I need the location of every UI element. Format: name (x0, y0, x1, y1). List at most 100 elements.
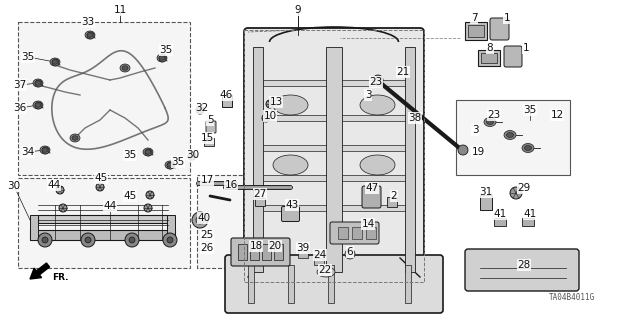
Text: 13: 13 (269, 97, 283, 107)
Text: 43: 43 (285, 200, 299, 210)
Text: 16: 16 (225, 180, 237, 190)
Bar (478, 50, 500, 66)
Circle shape (85, 237, 91, 243)
Bar (405, 265, 411, 303)
Circle shape (96, 183, 104, 191)
Text: 24: 24 (314, 250, 326, 260)
Text: 44: 44 (104, 201, 116, 211)
Bar (274, 244, 283, 260)
Ellipse shape (145, 150, 151, 154)
Circle shape (188, 152, 196, 160)
Bar (30, 215, 38, 240)
Ellipse shape (50, 58, 60, 66)
Bar (328, 265, 334, 303)
Bar (253, 47, 263, 272)
FancyBboxPatch shape (231, 238, 290, 266)
Circle shape (192, 212, 208, 228)
Ellipse shape (159, 56, 165, 60)
Text: 20: 20 (268, 241, 282, 251)
Bar (256, 205, 412, 211)
Text: 17: 17 (200, 175, 214, 185)
Bar (262, 244, 271, 260)
Text: 25: 25 (200, 230, 214, 240)
FancyBboxPatch shape (465, 249, 579, 291)
Bar (204, 138, 214, 146)
Ellipse shape (317, 267, 335, 277)
Bar (38, 215, 168, 223)
Ellipse shape (33, 79, 43, 87)
Circle shape (196, 106, 204, 114)
Text: 28: 28 (517, 260, 531, 270)
Ellipse shape (522, 143, 534, 153)
Text: 11: 11 (113, 5, 127, 15)
Circle shape (345, 249, 355, 259)
Text: 23: 23 (488, 110, 500, 120)
Text: 23: 23 (369, 77, 383, 87)
Text: 35: 35 (124, 150, 136, 160)
Ellipse shape (85, 31, 95, 39)
Text: 3: 3 (365, 90, 371, 100)
Text: FR.: FR. (52, 274, 68, 283)
Text: 3: 3 (472, 125, 478, 135)
Bar (256, 145, 412, 151)
Text: 27: 27 (253, 189, 267, 199)
Ellipse shape (122, 66, 128, 70)
Text: 38: 38 (408, 113, 422, 123)
Ellipse shape (484, 117, 496, 126)
Text: 35: 35 (21, 52, 35, 62)
Bar (314, 258, 324, 265)
FancyBboxPatch shape (362, 186, 381, 208)
Circle shape (196, 216, 204, 224)
Text: 5: 5 (207, 115, 213, 125)
Ellipse shape (87, 33, 93, 37)
Text: 26: 26 (200, 243, 214, 253)
Circle shape (458, 145, 468, 155)
Bar (255, 198, 265, 206)
Text: 21: 21 (396, 67, 410, 77)
Circle shape (510, 187, 522, 199)
Bar (244, 30, 424, 282)
FancyArrow shape (30, 263, 49, 279)
Ellipse shape (273, 155, 308, 175)
Text: 29: 29 (517, 183, 531, 193)
Ellipse shape (40, 146, 50, 154)
Text: 10: 10 (264, 111, 276, 121)
Text: 41: 41 (493, 209, 507, 219)
Bar (222, 95, 232, 107)
Bar (352, 227, 362, 239)
Ellipse shape (52, 60, 58, 64)
Bar (298, 250, 308, 258)
Text: 44: 44 (47, 180, 61, 190)
FancyBboxPatch shape (225, 255, 443, 313)
Ellipse shape (33, 101, 43, 109)
Bar (326, 47, 342, 272)
Circle shape (38, 233, 52, 247)
Bar (256, 175, 412, 181)
Circle shape (266, 100, 274, 108)
Bar (288, 265, 294, 303)
Bar (18, 178, 190, 268)
Ellipse shape (157, 54, 167, 62)
Ellipse shape (525, 146, 531, 150)
Bar (256, 115, 412, 121)
Bar (18, 22, 190, 175)
Bar (30, 230, 175, 240)
Bar (338, 227, 348, 239)
Text: 33: 33 (81, 17, 95, 27)
Text: 37: 37 (13, 80, 27, 90)
FancyBboxPatch shape (504, 46, 522, 67)
Circle shape (163, 233, 177, 247)
FancyBboxPatch shape (244, 28, 424, 281)
Text: 35: 35 (172, 157, 184, 167)
Text: 2: 2 (390, 191, 397, 201)
Text: 9: 9 (294, 5, 301, 15)
FancyBboxPatch shape (206, 121, 216, 133)
Text: 22: 22 (318, 265, 332, 275)
Ellipse shape (35, 103, 41, 107)
Text: 15: 15 (200, 133, 214, 143)
Bar (405, 47, 415, 272)
Circle shape (42, 237, 48, 243)
Text: 35: 35 (524, 105, 536, 115)
Text: 8: 8 (486, 43, 493, 53)
Ellipse shape (486, 119, 493, 124)
